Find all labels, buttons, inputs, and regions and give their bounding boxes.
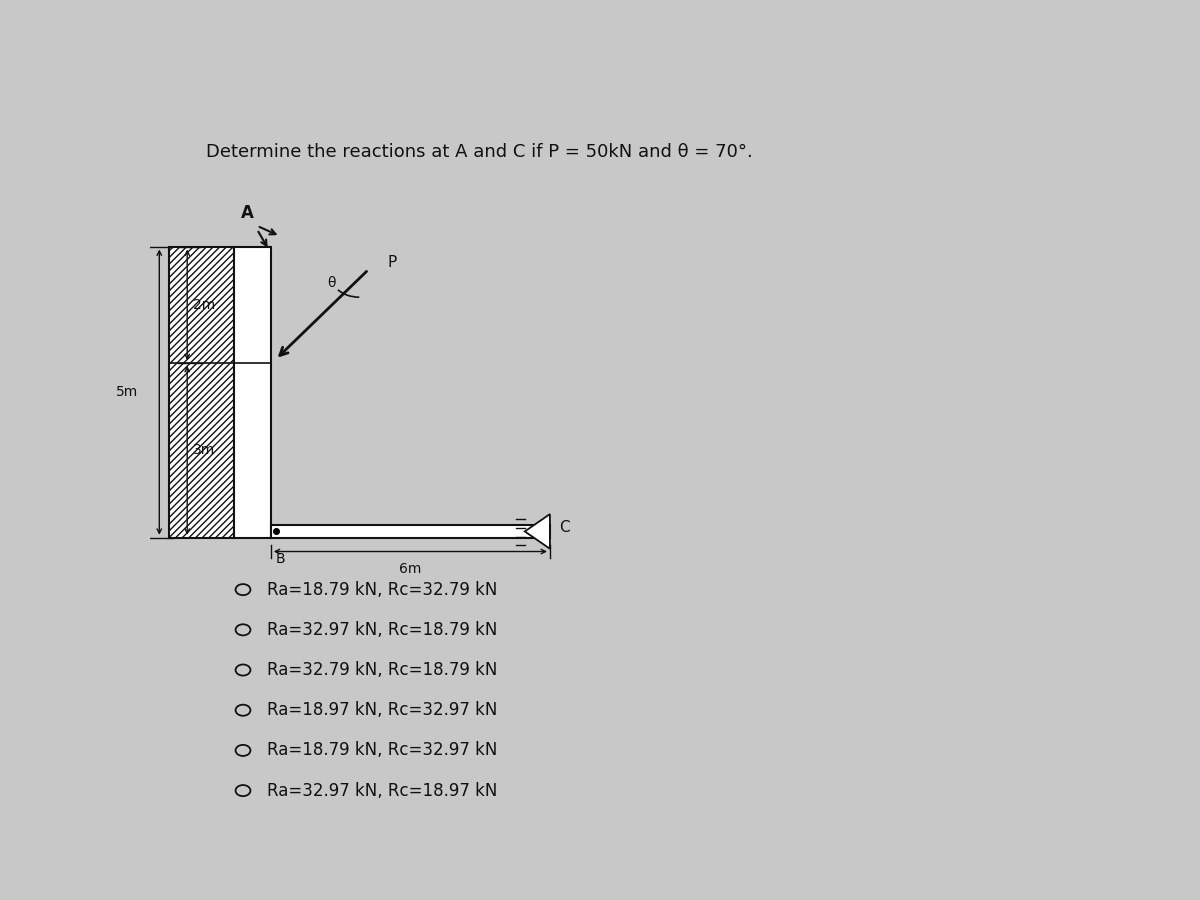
Bar <box>271 526 550 537</box>
Text: 3m: 3m <box>193 444 216 457</box>
Text: Ra=18.79 kN, Rc=32.79 kN: Ra=18.79 kN, Rc=32.79 kN <box>268 580 498 598</box>
Text: P: P <box>388 255 396 270</box>
Text: C: C <box>559 520 570 536</box>
Text: Determine the reactions at A and C if P = 50kN and θ = 70°.: Determine the reactions at A and C if P … <box>206 142 752 160</box>
Text: 5m: 5m <box>115 385 138 399</box>
Text: B: B <box>276 552 286 565</box>
Text: 6m: 6m <box>400 562 421 576</box>
Text: Ra=18.97 kN, Rc=32.97 kN: Ra=18.97 kN, Rc=32.97 kN <box>268 701 498 719</box>
Text: Ra=32.97 kN, Rc=18.79 kN: Ra=32.97 kN, Rc=18.79 kN <box>268 621 498 639</box>
Text: θ: θ <box>328 276 336 291</box>
Text: A: A <box>241 204 254 222</box>
Text: Ra=32.79 kN, Rc=18.79 kN: Ra=32.79 kN, Rc=18.79 kN <box>268 661 498 679</box>
Text: 2m: 2m <box>193 298 216 311</box>
Bar <box>234 247 271 537</box>
Polygon shape <box>524 514 550 549</box>
Text: Ra=32.97 kN, Rc=18.97 kN: Ra=32.97 kN, Rc=18.97 kN <box>268 781 498 799</box>
FancyBboxPatch shape <box>168 247 234 537</box>
Text: Ra=18.79 kN, Rc=32.97 kN: Ra=18.79 kN, Rc=32.97 kN <box>268 742 498 760</box>
